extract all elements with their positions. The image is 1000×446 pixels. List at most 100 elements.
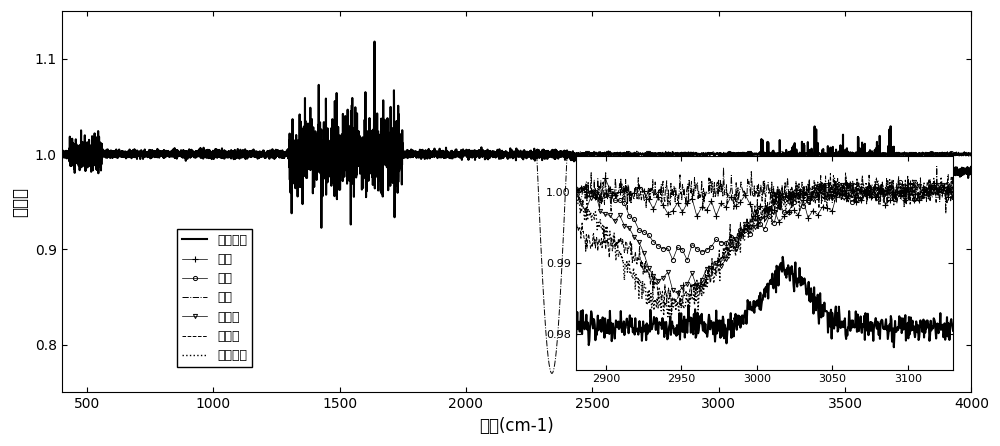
乙烷 <box>521 151 533 156</box>
正丁烷 <box>631 149 643 154</box>
正丁烷 <box>774 152 786 157</box>
乙烷 <box>824 152 836 157</box>
甲烷 <box>642 151 654 156</box>
异丁烷 <box>238 150 250 156</box>
乙烷 <box>137 153 149 158</box>
丙烷 <box>299 152 311 157</box>
Line: 正丁烷: 正丁烷 <box>62 151 971 171</box>
甲烷 <box>945 153 957 158</box>
甲烷 <box>480 151 492 157</box>
甲烷 <box>541 153 553 158</box>
甲烷 <box>622 152 634 157</box>
异丁烷 <box>76 150 88 155</box>
甲烷 <box>905 152 917 157</box>
异丁烷 <box>480 152 492 157</box>
乙烷 <box>642 152 654 157</box>
乙烷 <box>440 153 452 158</box>
甲烷 <box>56 150 68 156</box>
正丁烷 <box>108 150 120 156</box>
乙烷 <box>318 152 330 157</box>
现场光谱 <box>626 171 638 176</box>
异丁烷 <box>217 152 229 157</box>
二氧化碳 <box>612 153 624 158</box>
现场光谱 <box>369 39 381 44</box>
乙烷 <box>399 150 411 156</box>
异丁烷 <box>500 152 512 157</box>
丙烷 <box>950 152 962 157</box>
乙烷 <box>197 152 209 157</box>
甲烷 <box>703 155 715 160</box>
甲烷 <box>177 152 189 157</box>
二氧化碳 <box>965 152 977 157</box>
乙烷 <box>743 151 755 157</box>
乙烷 <box>217 151 229 157</box>
正丁烷 <box>698 168 710 173</box>
乙烷 <box>864 150 876 155</box>
丙烷 <box>612 152 624 157</box>
Line: 异丁烷: 异丁烷 <box>60 150 953 169</box>
甲烷 <box>763 151 775 157</box>
Y-axis label: 透射率: 透射率 <box>11 187 29 217</box>
丙烷 <box>626 151 638 157</box>
现场光谱 <box>950 171 962 176</box>
甲烷 <box>804 152 816 157</box>
乙烷 <box>500 152 512 157</box>
甲烷 <box>298 153 310 158</box>
二氧化碳 <box>950 149 962 155</box>
异丁烷 <box>318 151 330 157</box>
异丁烷 <box>541 152 553 157</box>
甲烷 <box>96 151 108 156</box>
甲烷 <box>217 152 229 157</box>
异丁烷 <box>622 153 634 158</box>
异丁烷 <box>278 152 290 157</box>
异丁烷 <box>804 152 816 157</box>
乙烷 <box>480 153 492 158</box>
正丁烷 <box>950 151 962 156</box>
乙烷 <box>682 152 694 157</box>
甲烷 <box>238 151 250 157</box>
甲烷 <box>561 152 573 157</box>
乙烷 <box>581 151 593 157</box>
正丁烷 <box>56 152 68 157</box>
甲烷 <box>460 152 472 157</box>
甲烷 <box>420 152 432 157</box>
甲烷 <box>784 151 796 156</box>
乙烷 <box>763 152 775 157</box>
异丁烷 <box>197 151 209 157</box>
乙烷 <box>76 151 88 157</box>
甲烷 <box>359 153 371 159</box>
现场光谱 <box>56 154 68 159</box>
乙烷 <box>379 151 391 156</box>
甲烷 <box>278 153 290 158</box>
异丁烷 <box>399 151 411 156</box>
乙烷 <box>844 153 856 158</box>
Line: 甲烷: 甲烷 <box>59 150 954 160</box>
Line: 丙烷: 丙烷 <box>62 151 971 171</box>
乙烷 <box>905 153 917 158</box>
异丁烷 <box>602 150 614 155</box>
异丁烷 <box>824 151 836 156</box>
正丁烷 <box>612 153 624 158</box>
乙烷 <box>298 152 310 157</box>
异丁烷 <box>581 150 593 156</box>
异丁烷 <box>460 152 472 157</box>
异丁烷 <box>116 151 128 157</box>
丙烷 <box>774 152 786 157</box>
甲烷 <box>885 151 897 157</box>
现场光谱 <box>965 170 977 175</box>
异丁烷 <box>885 152 897 157</box>
Line: 现场光谱: 现场光谱 <box>62 41 971 228</box>
乙烷 <box>723 151 735 156</box>
甲烷 <box>197 150 209 156</box>
乙烷 <box>784 151 796 157</box>
乙烷 <box>945 150 957 156</box>
甲烷 <box>925 152 937 157</box>
丙烷 <box>698 168 710 173</box>
异丁烷 <box>440 151 452 156</box>
甲烷 <box>723 155 735 160</box>
Line: 乙烷: 乙烷 <box>60 150 953 164</box>
Legend: 现场光谱, 甲烷, 乙烷, 丙烷, 异丁烷, 正丁烷, 二氧化碳: 现场光谱, 甲烷, 乙烷, 丙烷, 异丁烷, 正丁烷, 二氧化碳 <box>177 229 252 367</box>
Line: 二氧化碳: 二氧化碳 <box>62 151 971 373</box>
异丁烷 <box>763 153 775 158</box>
丙烷 <box>108 151 120 156</box>
